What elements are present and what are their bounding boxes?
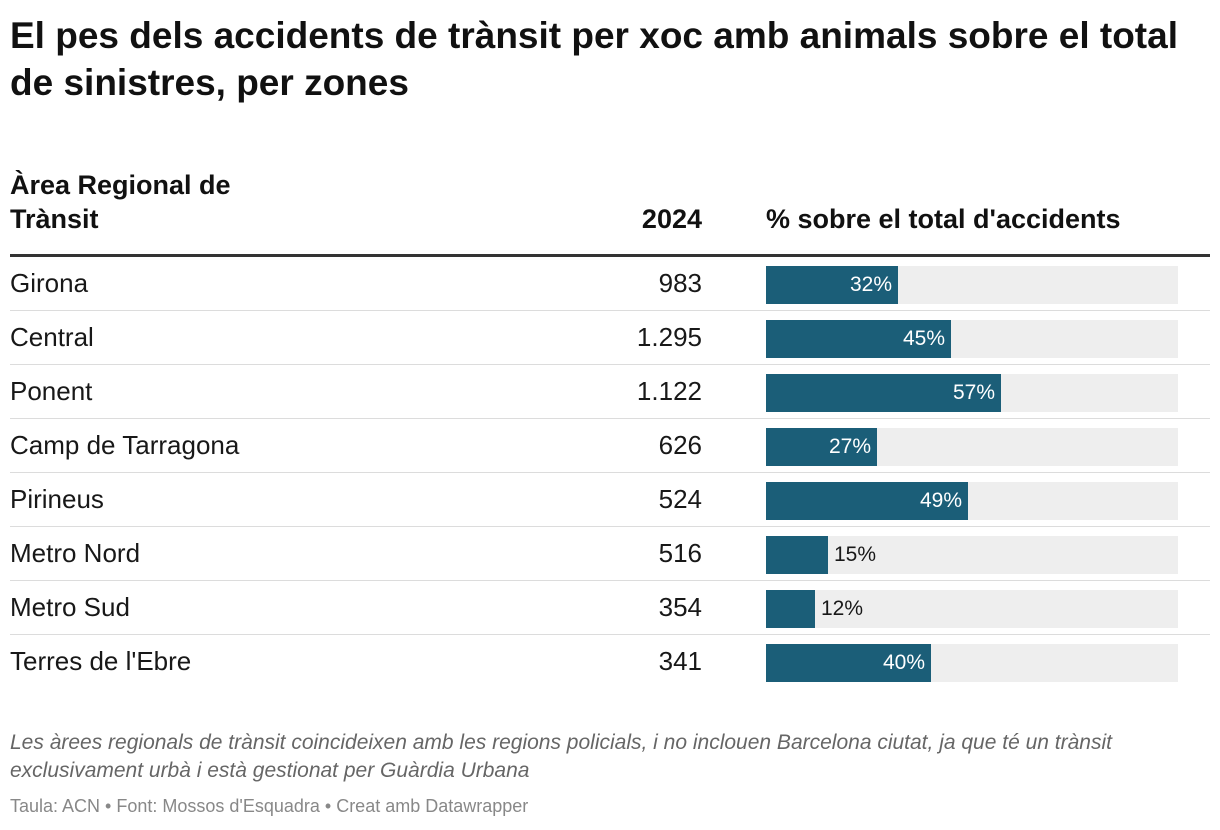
bar-fill [766,590,815,628]
table-body: Girona 983 32% Central 1.295 45% Ponent 1.122 57… [10,257,1210,688]
row-year-value: 524 [658,484,702,514]
table-row: Terres de l'Ebre 341 40% [10,635,1210,688]
row-region-label: Metro Sud [10,592,130,622]
row-region-label: Girona [10,268,89,298]
row-region-label: Ponent [10,376,93,406]
bar-fill [766,536,828,574]
chart-title: El pes dels accidents de trànsit per xoc… [10,15,1178,103]
table-row: Central 1.295 45% [10,311,1210,365]
row-region-label: Terres de l'Ebre [10,646,192,676]
bar-value-label: 12% [821,597,864,620]
row-region-label: Metro Nord [10,538,141,568]
row-year-value: 341 [658,646,702,676]
bar-track: 57% [766,374,1178,412]
bar-track: 27% [766,428,1178,466]
table-header: Àrea Regional de Trànsit 2024 % sobre el… [10,168,1210,257]
table-row: Ponent 1.122 57% [10,365,1210,419]
bar-fill [766,644,931,682]
bar-value-label: 57% [952,381,995,404]
row-year-value: 354 [658,592,702,622]
column-header-year[interactable]: 2024 [641,204,702,234]
bar-value-label: 32% [849,273,892,296]
bar-value-label: 27% [828,435,871,458]
bar-value-label: 40% [882,651,925,674]
bar-value-label: 49% [919,489,962,512]
bar-track: 32% [766,266,1178,304]
bar-fill [766,482,968,520]
row-region-label: Camp de Tarragona [10,430,240,460]
table-row: Camp de Tarragona 626 27% [10,419,1210,473]
chart-footer: Taula: ACN • Font: Mossos d'Esquadra • C… [10,796,529,816]
bar-track: 45% [766,320,1178,358]
bar-value-label: 15% [834,543,877,566]
row-region-label: Pirineus [10,484,104,514]
bar-fill [766,266,898,304]
table-row: Girona 983 32% [10,257,1210,311]
row-year-value: 1.122 [636,376,702,406]
column-header-percentage[interactable]: % sobre el total d'accidents [766,204,1121,234]
bar-track: 12% [766,590,1178,628]
row-year-value: 626 [658,430,702,460]
bar-track: 40% [766,644,1178,682]
bar-track: 15% [766,536,1178,574]
bar-fill [766,320,951,358]
table-row: Metro Nord 516 15% [10,527,1210,581]
column-header-region[interactable]: Àrea Regional de Trànsit [10,170,231,234]
row-year-value: 516 [658,538,702,568]
table-row: Pirineus 524 49% [10,473,1210,527]
table-row: Metro Sud 354 12% [10,581,1210,635]
bar-fill [766,374,1001,412]
chart-note: Les àrees regionals de trànsit coincidei… [10,731,1112,782]
row-region-label: Central [10,322,94,352]
data-table: Àrea Regional de Trànsit 2024 % sobre el… [10,168,1210,688]
row-year-value: 983 [658,268,702,298]
bar-fill [766,428,877,466]
bar-value-label: 45% [902,327,945,350]
row-year-value: 1.295 [636,322,702,352]
bar-track: 49% [766,482,1178,520]
